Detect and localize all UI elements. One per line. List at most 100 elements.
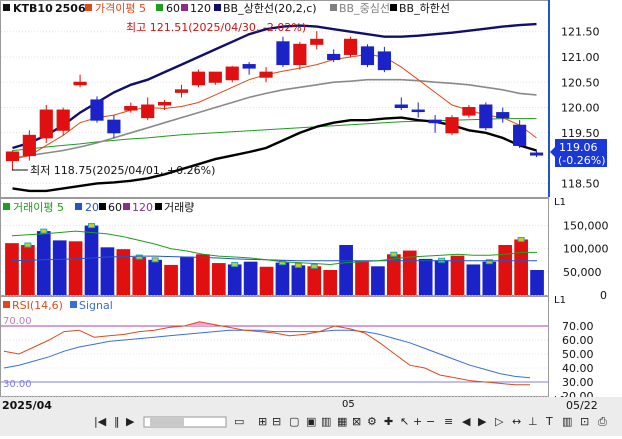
volume-bar[interactable] — [52, 240, 67, 295]
candle-body[interactable] — [496, 112, 510, 119]
box-icon[interactable]: ▣ — [306, 415, 316, 428]
align-icon[interactable]: ≡ — [444, 415, 453, 428]
candle-body[interactable] — [191, 71, 206, 86]
volume-bar[interactable] — [21, 245, 35, 295]
save-icon[interactable]: ⊡ — [580, 415, 589, 428]
ticker-swatch — [3, 4, 10, 11]
candle-body[interactable] — [360, 46, 375, 66]
zoom-slider-icon[interactable]: ▭ — [234, 415, 244, 428]
volume-bar[interactable] — [164, 264, 178, 295]
volume-bar[interactable] — [482, 261, 497, 295]
layout-icon[interactable]: ▥ — [321, 415, 331, 428]
volume-bar[interactable] — [5, 243, 19, 295]
volume-bar[interactable] — [418, 258, 433, 295]
settings-icon[interactable]: ⚙ — [367, 415, 377, 428]
volume-tick-label: 50,000 — [563, 266, 602, 279]
scroll-track[interactable] — [143, 416, 227, 428]
candle-body[interactable] — [428, 119, 442, 124]
candle-body[interactable] — [107, 119, 121, 134]
candle-body[interactable] — [327, 53, 341, 60]
drag-icon[interactable]: ↔ — [512, 415, 521, 428]
text-tool-icon[interactable]: T — [545, 415, 553, 428]
zoom-out-icon[interactable]: − — [426, 415, 435, 428]
legend-swatch-bb-upper — [214, 4, 221, 11]
volume-bar[interactable] — [355, 260, 369, 295]
candle-body[interactable] — [529, 152, 544, 156]
candle-body[interactable] — [73, 81, 87, 86]
volume-bar[interactable] — [450, 255, 465, 295]
first-icon[interactable]: |◀ — [94, 415, 107, 428]
volume-bar[interactable] — [371, 266, 385, 295]
candle-body[interactable] — [208, 71, 222, 83]
cursor-icon[interactable]: ↖ — [400, 415, 409, 428]
volume-bar[interactable] — [227, 264, 242, 295]
candle-body[interactable] — [56, 109, 70, 131]
volume-bar[interactable] — [275, 262, 290, 295]
candle-body[interactable] — [158, 101, 172, 106]
column-icon[interactable]: ▥ — [562, 415, 572, 428]
volume-bar[interactable] — [402, 250, 417, 295]
print-icon[interactable]: ⎙ — [598, 415, 607, 428]
volume-axis: 150,000 100,000 50,000 0 — [563, 220, 609, 302]
candle-body[interactable] — [174, 89, 189, 93]
price-candles[interactable] — [5, 31, 544, 171]
candle-body[interactable] — [242, 64, 256, 69]
crosshair-icon[interactable]: ✚ — [384, 415, 393, 428]
pause-icon[interactable]: ‖ — [114, 415, 120, 428]
candle-body[interactable] — [276, 41, 290, 66]
volume-bar[interactable] — [259, 266, 274, 295]
candle-body[interactable] — [411, 109, 425, 113]
ruler-icon[interactable]: ⊥ — [528, 415, 538, 428]
volume-bar[interactable] — [132, 257, 147, 295]
candle-body[interactable] — [124, 106, 138, 111]
volume-bar[interactable] — [211, 263, 226, 295]
volume-bar[interactable] — [323, 270, 338, 295]
candle-body[interactable] — [5, 151, 20, 162]
volume-bar[interactable] — [530, 270, 544, 295]
volume-bar[interactable] — [68, 241, 83, 295]
step-icon[interactable]: ▷ — [495, 415, 504, 428]
candle-body[interactable] — [293, 43, 307, 66]
volume-bar[interactable] — [307, 266, 322, 295]
window-icon[interactable]: ▢ — [289, 415, 299, 428]
volume-bars[interactable] — [5, 223, 544, 295]
candle-body[interactable] — [225, 66, 239, 81]
next-icon[interactable]: ▶ — [478, 415, 487, 428]
split-icon[interactable]: ⊟ — [272, 415, 281, 428]
volume-bar[interactable] — [100, 247, 115, 295]
volume-bar[interactable] — [84, 225, 99, 295]
candle-body[interactable] — [310, 38, 324, 45]
zoom-in-icon[interactable]: + — [413, 415, 422, 428]
volume-bar[interactable] — [434, 260, 449, 295]
candle-body[interactable] — [39, 109, 53, 139]
volume-bar[interactable] — [243, 261, 258, 295]
grid-toggle-icon[interactable]: ⊞ — [258, 415, 267, 428]
candle-body[interactable] — [259, 71, 273, 78]
candle-body[interactable] — [394, 104, 408, 109]
volume-bar[interactable] — [466, 264, 481, 295]
play-icon[interactable]: ▶ — [126, 415, 135, 428]
volume-bar[interactable] — [339, 245, 353, 295]
volume-bar[interactable] — [498, 245, 513, 295]
volume-bar[interactable] — [116, 249, 131, 295]
candle-body[interactable] — [343, 38, 358, 55]
volume-bar[interactable] — [180, 256, 194, 295]
volume-bar[interactable] — [514, 239, 528, 295]
volume-bar[interactable] — [36, 231, 51, 295]
volume-bar[interactable] — [386, 254, 401, 295]
chart-icon[interactable]: ▦ — [337, 415, 347, 428]
prev-icon[interactable]: ◀ — [462, 415, 471, 428]
volume-bar[interactable] — [291, 265, 306, 295]
candle-body[interactable] — [377, 51, 391, 71]
candle-body[interactable] — [462, 107, 476, 116]
candle-body[interactable] — [90, 99, 104, 121]
candle-body[interactable] — [141, 104, 155, 119]
candle-body[interactable] — [445, 117, 459, 134]
volume-bar[interactable] — [196, 254, 210, 295]
scroll-thumb[interactable] — [150, 418, 184, 426]
candle-body[interactable] — [22, 134, 36, 157]
candle-body[interactable] — [513, 124, 527, 146]
volume-bar[interactable] — [148, 259, 163, 295]
tool-icon[interactable]: ⊠ — [352, 415, 361, 428]
candle-body[interactable] — [479, 104, 493, 129]
